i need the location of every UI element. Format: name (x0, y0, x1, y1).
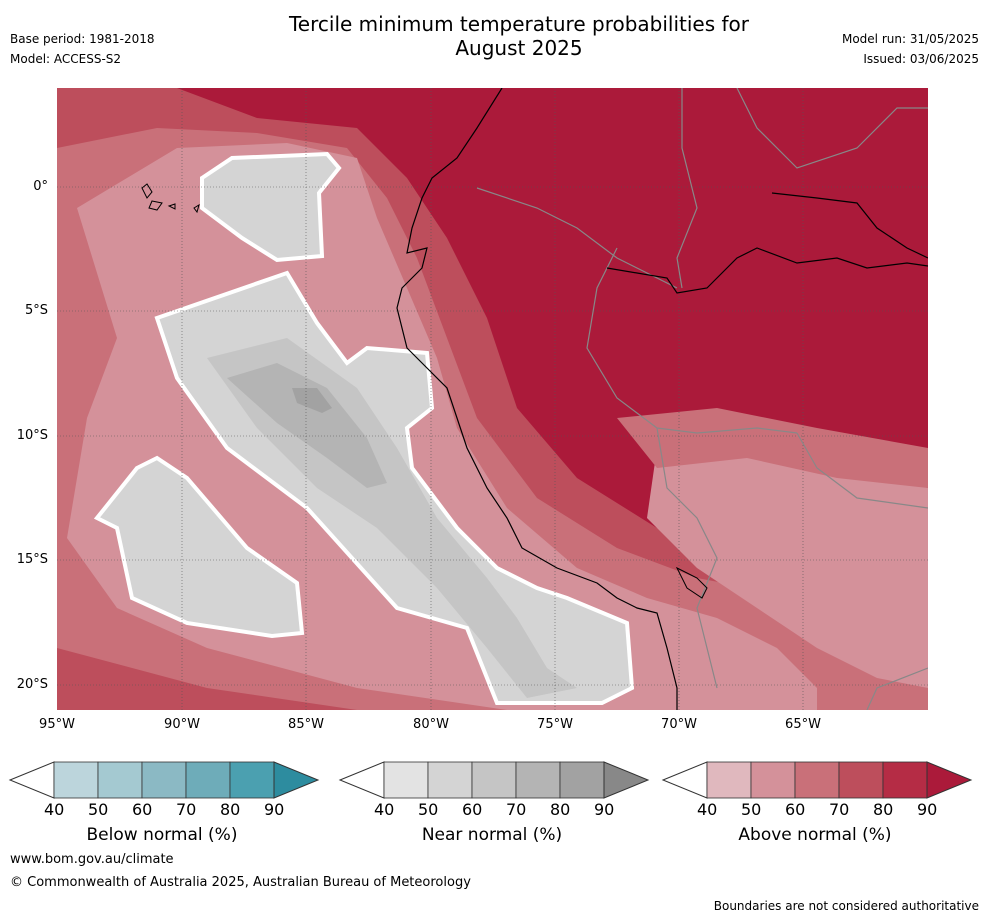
footer-copyright: © Commonwealth of Australia 2025, Austra… (10, 875, 471, 890)
above-tick-50: 50 (741, 800, 762, 819)
below-tick-70: 70 (176, 800, 197, 819)
near-normal-region-south (93, 455, 305, 639)
above-tick-40: 40 (697, 800, 718, 819)
near-tick-80: 80 (550, 800, 571, 819)
probability-map (57, 88, 928, 710)
near-tick-40: 40 (374, 800, 395, 819)
model-name: Model: ACCESS-S2 (10, 52, 122, 66)
lon-label-85w: 85°W (288, 717, 324, 732)
lon-label-65w: 65°W (785, 717, 821, 732)
lon-label-70w: 70°W (661, 717, 697, 732)
footer-url: www.bom.gov.au/climate (10, 852, 174, 867)
above-70-interior (617, 408, 928, 488)
graticule (57, 88, 928, 710)
below-tick-90: 90 (264, 800, 285, 819)
meta-right: Model run: 31/05/2025 Issued: 03/06/2025 (842, 29, 979, 69)
lon-label-95w: 95°W (39, 717, 75, 732)
footer-disclaimer: Boundaries are not considered authoritat… (713, 899, 979, 913)
coastline (396, 88, 678, 710)
lat-label-5s: 5°S (24, 303, 48, 318)
lon-label-80w: 80°W (413, 717, 449, 732)
colorbar-title-below: Below normal (%) (86, 825, 238, 845)
near-normal-60-core (227, 363, 387, 488)
colorbar-below (8, 761, 320, 799)
below-tick-60: 60 (132, 800, 153, 819)
meta-left: Base period: 1981-2018 Model: ACCESS-S2 (10, 29, 155, 69)
lat-label-15s: 15°S (16, 552, 48, 567)
amazon-river (606, 192, 928, 294)
above-tick-80: 80 (873, 800, 894, 819)
colorbar-title-near: Near normal (%) (421, 825, 563, 845)
below-tick-40: 40 (44, 800, 65, 819)
base-period: Base period: 1981-2018 (10, 32, 155, 46)
near-normal-region-north (200, 151, 342, 263)
title-line-1: Tercile minimum temperature probabilitie… (288, 12, 750, 36)
above-tick-90: 90 (917, 800, 938, 819)
near-tick-50: 50 (418, 800, 439, 819)
near-tick-60: 60 (462, 800, 483, 819)
model-run: Model run: 31/05/2025 (841, 32, 979, 46)
above-tick-70: 70 (829, 800, 850, 819)
galapagos-islands (141, 183, 200, 214)
colorbar-title-above: Above normal (%) (738, 825, 892, 845)
below-tick-80: 80 (220, 800, 241, 819)
above-tick-60: 60 (785, 800, 806, 819)
near-tick-90: 90 (594, 800, 615, 819)
above-60-interior (647, 438, 928, 688)
near-tick-70: 70 (506, 800, 527, 819)
issued-date: Issued: 03/06/2025 (863, 52, 979, 66)
country-borders (476, 88, 928, 710)
lon-label-90w: 90°W (164, 717, 200, 732)
colorbar-above (661, 761, 973, 799)
lat-label-10s: 10°S (16, 428, 48, 443)
lat-label-0: 0° (33, 179, 48, 194)
lake-titicaca (675, 566, 708, 599)
lon-label-75w: 75°W (537, 717, 573, 732)
near-normal-70-core (292, 388, 332, 413)
chart-title: Tercile minimum temperature probabilitie… (0, 12, 988, 60)
title-line-2: August 2025 (455, 36, 583, 60)
colorbar-near (338, 761, 650, 799)
below-tick-50: 50 (88, 800, 109, 819)
lat-label-20s: 20°S (16, 677, 48, 692)
